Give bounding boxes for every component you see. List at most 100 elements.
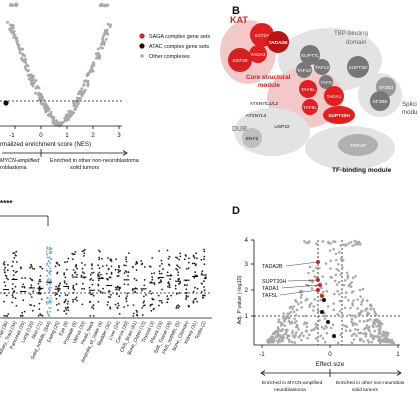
panel-c-point <box>13 290 16 293</box>
node-supt7l <box>300 45 320 65</box>
panel-c-point <box>114 268 117 271</box>
panel-c-significance: **** <box>0 199 13 208</box>
panel-d-point <box>364 335 368 338</box>
panel-a-arrow-left-text2: roblastoma <box>0 165 27 171</box>
panel-c-point <box>81 262 83 264</box>
panel-c-point <box>152 308 155 311</box>
panel-c-point <box>45 250 48 253</box>
panel-c-point <box>39 278 41 281</box>
panel-d-label-leader <box>285 261 319 267</box>
panel-d-point <box>384 331 388 334</box>
panel-c-point <box>50 286 53 289</box>
panel-d-point <box>332 247 336 251</box>
panel-a-point <box>98 56 101 60</box>
panel-d-point <box>373 329 377 333</box>
panel-c-point <box>55 297 58 300</box>
panel-c-point <box>97 264 99 267</box>
panel-c-point <box>46 264 48 266</box>
panel-c-point <box>48 288 50 290</box>
panel-c-point <box>179 281 182 284</box>
panel-c-point <box>39 313 41 316</box>
panel-c-point <box>11 283 14 285</box>
panel-c-point <box>49 267 52 270</box>
panel-c-point <box>175 268 178 270</box>
panel-c-point <box>97 283 100 286</box>
panel-d-y-tick-label: 2 <box>245 287 249 294</box>
panel-c-point <box>98 256 101 259</box>
panel-c-point <box>39 266 42 268</box>
panel-d-point <box>337 263 340 266</box>
panel-c-point <box>178 283 181 285</box>
panel-a-point <box>28 73 32 77</box>
panel-c-point <box>150 309 153 312</box>
panel-d-point <box>342 283 346 287</box>
panel-a-point <box>75 105 78 109</box>
panel-d-dots <box>266 239 396 345</box>
panel-a-arrow-right-text2: solid tumors <box>70 165 99 171</box>
panel-d-point <box>353 314 357 318</box>
panel-d-point <box>304 314 307 318</box>
panel-d-point <box>352 338 356 341</box>
panel-d-point <box>323 314 327 318</box>
panel-c-point <box>92 307 95 310</box>
panel-d-arrow-left-text: Enriched in MYCN-amplified <box>262 380 323 386</box>
panel-d-point <box>334 273 338 277</box>
panel-c-point <box>158 250 161 252</box>
panel-c-point <box>38 280 41 283</box>
panel-a-point <box>82 84 85 87</box>
panel-c-point <box>12 269 15 272</box>
panel-c-point <box>81 267 84 270</box>
panel-c-point <box>195 252 197 255</box>
panel-c-point <box>127 252 130 255</box>
panel-d-point <box>348 329 352 332</box>
panel-d-point <box>343 306 347 310</box>
panel-c-point <box>7 264 9 266</box>
panel-a-point <box>17 43 21 47</box>
panel-d-point <box>359 295 363 299</box>
panel-d-point <box>356 298 360 301</box>
panel-c-point <box>110 273 113 275</box>
panel-c-point <box>64 294 67 296</box>
panel-d-point <box>286 336 289 340</box>
panel-d-point <box>275 335 279 339</box>
panel-d-point <box>355 323 359 326</box>
panel-c-point <box>109 306 111 309</box>
panel-a-point <box>84 79 88 82</box>
panel-d-point <box>281 337 284 341</box>
panel-c-point <box>158 272 161 275</box>
panel-c-point <box>37 314 40 317</box>
panel-c-point <box>200 258 203 261</box>
panel-d-point <box>321 290 325 294</box>
panel-d-point <box>373 310 376 314</box>
panel-d-point <box>368 329 371 333</box>
node-tada1-label: TADA1 <box>326 94 341 100</box>
panel-d-point <box>333 240 337 243</box>
panel-d-atac-point <box>322 298 326 302</box>
node-taf9-label: TAF9 <box>320 80 332 86</box>
panel-d-point <box>372 337 375 341</box>
panel-d-x-tick-label: 1 <box>396 351 400 358</box>
panel-d-point <box>383 337 387 340</box>
panel-d-point <box>312 269 315 273</box>
panel-c-point <box>143 300 146 302</box>
panel-a-point <box>15 36 19 40</box>
panel-c-point <box>133 277 136 280</box>
panel-d-point <box>357 240 361 244</box>
panel-a-point <box>9 29 12 32</box>
panel-d-point <box>372 307 376 311</box>
node-sgf29 <box>228 48 252 72</box>
panel-c-point <box>177 306 180 309</box>
panel-c-point <box>158 270 161 273</box>
panel-d-arrow-right-text: Enriched in other non-neuroblas <box>336 380 405 386</box>
node-supt7l-label: SUPT7L <box>301 53 319 59</box>
panel-c-point <box>50 252 52 254</box>
panel-a-point <box>99 46 103 49</box>
panel-d-point <box>352 332 355 336</box>
panel-d-point <box>333 292 336 296</box>
panel-a-point <box>90 70 93 73</box>
panel-d-arrow-head-right <box>396 370 402 376</box>
panel-c-point <box>84 248 86 251</box>
panel-c-point <box>175 307 178 309</box>
panel-d-point <box>297 328 300 331</box>
